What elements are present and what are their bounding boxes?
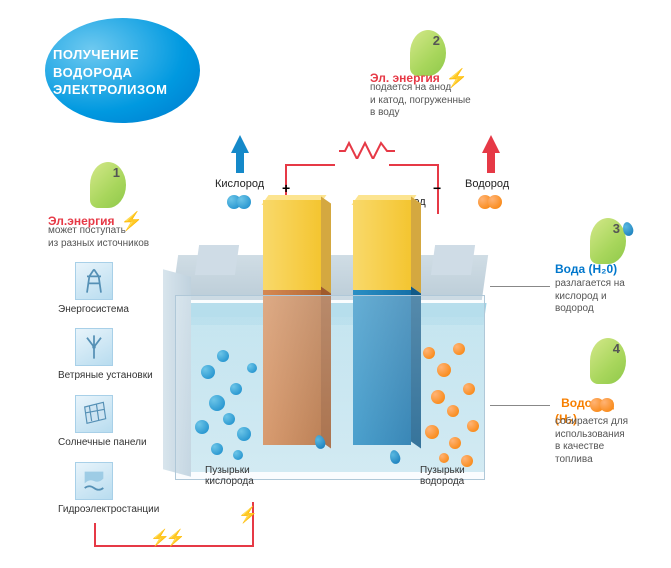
title-text: ПОЛУЧЕНИЕ ВОДОРОДА ЭЛЕКТРОЛИЗОМ — [53, 46, 167, 99]
oxygen-bubble — [209, 395, 225, 411]
hydrogen-bubble — [437, 363, 451, 377]
oxygen-molecule-icon — [227, 195, 251, 209]
oxygen-bubbles-label: Пузырьки кислорода — [205, 465, 254, 487]
source-solar-icon — [75, 395, 113, 433]
source-grid-icon — [75, 262, 113, 300]
step1-sub: может поступать из разных источников — [48, 225, 149, 250]
hydrogen-bubble — [467, 420, 479, 432]
step3-title: Вода (H₂0) — [555, 262, 617, 276]
hydrogen-bubble — [423, 347, 435, 359]
step-num-3: 3 — [613, 221, 620, 236]
hydrogen-bubble — [447, 405, 459, 417]
step-num-4: 4 — [613, 341, 620, 356]
source-hydro-label: Гидроэлектростанции — [58, 504, 159, 515]
title-line1: ПОЛУЧЕНИЕ — [53, 46, 167, 64]
hydrogen-bubble — [463, 383, 475, 395]
tank-notch — [431, 245, 475, 275]
hydrogen-bubble — [449, 437, 461, 449]
arrow-up-blue-icon — [231, 135, 249, 153]
source-wind-icon — [75, 328, 113, 366]
step-badge-4: 4 — [590, 338, 626, 384]
wire-segment — [94, 523, 96, 547]
oxygen-bubble — [223, 413, 235, 425]
hydrogen-bubble — [439, 453, 449, 463]
hydrogen-bubble — [431, 390, 445, 404]
title-bubble: ПОЛУЧЕНИЕ ВОДОРОДА ЭЛЕКТРОЛИЗОМ — [45, 18, 200, 123]
source-solar-label: Солнечные панели — [58, 437, 147, 448]
source-hydro-icon — [75, 462, 113, 500]
leader-line — [490, 405, 550, 406]
circuit: + − — [285, 142, 440, 192]
hydrogen-bubble — [425, 425, 439, 439]
arrow-up-red-icon — [482, 135, 500, 153]
step-num-2: 2 — [433, 33, 440, 48]
plus-sign: + — [282, 180, 290, 196]
source-wind-label: Ветряные установки — [58, 370, 153, 381]
step-badge-3: 3 — [590, 218, 626, 264]
oxygen-label: Кислород — [215, 178, 264, 190]
hydrogen-molecule-icon — [478, 195, 502, 209]
bolt-icon: ⚡ — [238, 505, 254, 525]
step2-sub: подается на анод и катод, погруженные в … — [370, 82, 471, 120]
oxygen-bubble — [237, 427, 251, 441]
source-grid-label: Энергосистема — [58, 304, 129, 315]
hydrogen-molecule-icon — [590, 398, 614, 412]
leader-line — [490, 286, 550, 287]
oxygen-bubble — [201, 365, 215, 379]
step-num-1: 1 — [113, 165, 120, 180]
hydrogen-bubble — [453, 343, 465, 355]
step-badge-1: 1 — [90, 162, 126, 208]
title-line3: ЭЛЕКТРОЛИЗОМ — [53, 81, 167, 99]
title-line2: ВОДОРОДА — [53, 64, 167, 82]
oxygen-bubble — [211, 443, 223, 455]
minus-sign: − — [433, 180, 441, 196]
oxygen-bubble — [247, 363, 257, 373]
step4-sub: собирается для использования в качестве … — [555, 416, 628, 466]
hydrogen-label: Водород — [465, 178, 509, 190]
oxygen-bubble — [195, 420, 209, 434]
resistor-icon — [339, 139, 395, 159]
tank-notch — [195, 245, 239, 275]
hydrogen-bubbles-label: Пузырьки водорода — [420, 465, 465, 487]
bolt-icon: ⚡⚡ — [150, 528, 182, 548]
step3-label: Вода (H₂0) — [555, 262, 617, 278]
oxygen-bubble — [233, 450, 243, 460]
step3-sub: разлагается на кислород и водород — [555, 278, 625, 316]
oxygen-bubble — [217, 350, 229, 362]
electrolysis-tank: Пузырьки кислорода Пузырьки водорода — [175, 255, 485, 480]
oxygen-bubble — [230, 383, 242, 395]
